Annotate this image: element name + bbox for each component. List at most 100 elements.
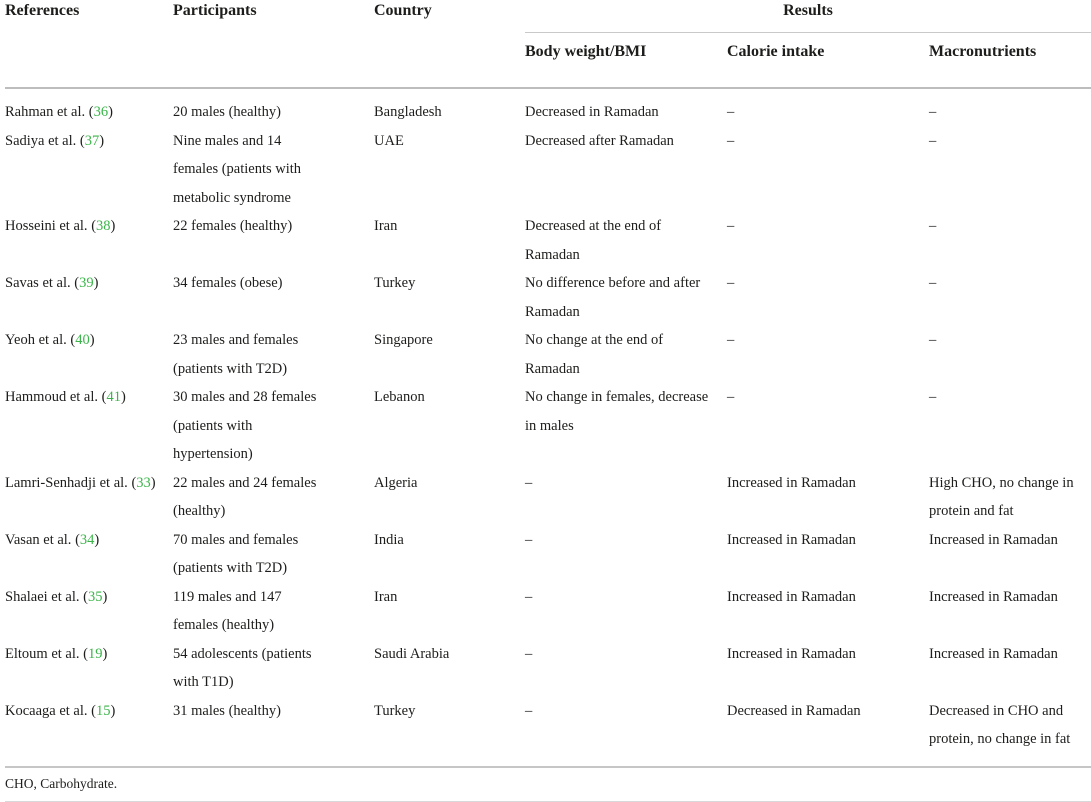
cell-calorie-intake: – [727,218,735,234]
cell-body-weight-bmi: Decreased in Ramadan [525,104,659,120]
citation-link[interactable]: 34 [79,531,95,548]
cell-macronutrients: Increased in Ramadan [929,588,1058,605]
cell-calorie-intake: – [727,389,735,405]
citation: (36) [88,104,113,120]
cell-country: Singapore [374,332,433,348]
citation-link[interactable]: 41 [106,389,122,405]
citation-link[interactable]: 38 [96,218,111,234]
cell-body-weight-bmi: No change at the end of Ramadan [525,332,664,377]
cell-calorie-intake: – [727,332,735,348]
table-row: Hosseini et al. (38) 22 females (healthy… [5,212,1091,269]
column-header-calorie-intake: Calorie intake [727,32,929,89]
cell-country: Iran [374,588,398,605]
citation-link[interactable]: 33 [136,474,151,491]
table-footnote: CHO, Carbohydrate. [5,768,1091,802]
cell-macronutrients: – [929,389,937,405]
cell-participants: Nine males and 14 females (patients with… [173,132,302,206]
cell-country: Iran [374,218,398,234]
cell-body-weight-bmi: No change in females, decrease in males [525,389,709,434]
cell-participants: 54 adolescents (patients with T1D) [173,645,312,691]
cell-macronutrients: – [929,218,937,234]
cell-country: Algeria [374,474,418,491]
reference-authors: Vasan et al. [5,531,72,548]
cell-participants: 20 males (healthy) [173,104,281,120]
cell-country: UAE [374,132,404,149]
cell-reference: Eltoum et al. (19) [5,640,173,697]
cell-body-weight-bmi: – [525,588,533,605]
cell-country: Bangladesh [374,104,442,120]
reference-authors: Rahman et al. [5,104,86,120]
reference-authors: Hammoud et al. [5,389,99,405]
citation: (41) [101,389,126,405]
table-header: References Participants Country Results … [5,0,1091,89]
table-row: Yeoh et al. (40) 23 males and females (p… [5,326,1091,383]
cell-body-weight-bmi: Decreased after Ramadan [525,132,674,149]
cell-body-weight-bmi: – [525,474,533,491]
reference-authors: Sadiya et al. [5,132,77,149]
cell-participants: 119 males and 147 females (healthy) [173,588,282,634]
citation-link[interactable]: 40 [75,332,90,348]
cell-calorie-intake: – [727,132,735,149]
cell-country: Lebanon [374,389,425,405]
citation-link[interactable]: 37 [84,132,100,149]
citation-link[interactable]: 39 [79,275,94,291]
cell-reference: Hammoud et al. (41) [5,383,173,469]
header-group-row: References Participants Country Results [5,0,1091,89]
cell-calorie-intake: – [727,275,735,291]
column-header-macronutrients: Macronutrients [929,32,1091,89]
paper-table-page: References Participants Country Results … [5,0,1091,802]
cell-reference: Sadiya et al. (37) [5,127,173,213]
cell-macronutrients: Increased in Ramadan [929,645,1058,662]
reference-authors: Hosseini et al. [5,218,88,234]
table-footnote-block: CHO, Carbohydrate. [5,768,1091,802]
cell-country: Turkey [374,275,416,291]
cell-macronutrients: – [929,132,937,149]
cell-calorie-intake: Increased in Ramadan [727,645,856,662]
citation: (39) [74,275,99,291]
citation-link[interactable]: 36 [93,104,109,120]
reference-authors: Eltoum et al. [5,645,80,662]
cell-calorie-intake: Increased in Ramadan [727,588,856,605]
cell-calorie-intake: Increased in Ramadan [727,531,856,548]
ramadan-studies-table: References Participants Country Results … [5,0,1091,768]
cell-macronutrients: High CHO, no change in protein and fat [929,474,1074,520]
citation-link[interactable]: 35 [87,588,103,605]
column-header-country: Country [374,0,525,89]
cell-participants: 31 males (healthy) [173,702,281,719]
citation: (38) [91,218,116,234]
citation: (15) [91,702,116,719]
cell-country: India [374,531,404,548]
reference-authors: Kocaaga et al. [5,702,88,719]
table-body: Rahman et al. (36) 20 males (healthy) Ba… [5,88,1091,767]
cell-calorie-intake: – [727,104,735,120]
column-group-results: Results [525,0,1091,33]
table-row: Savas et al. (39) 34 females (obese) Tur… [5,269,1091,326]
cell-body-weight-bmi: – [525,702,533,719]
cell-macronutrients: Decreased in CHO and protein, no change … [929,702,1071,748]
cell-reference: Yeoh et al. (40) [5,326,173,383]
citation: (33) [131,474,156,491]
citation: (37) [79,132,105,149]
cell-body-weight-bmi: No difference before and after Ramadan [525,275,701,320]
citation: (34) [75,531,100,548]
cell-reference: Rahman et al. (36) [5,88,173,127]
cell-reference: Shalaei et al. (35) [5,583,173,640]
cell-participants: 34 females (obese) [173,275,283,291]
table-row: Rahman et al. (36) 20 males (healthy) Ba… [5,88,1091,127]
cell-reference: Lamri-Senhadji et al. (33) [5,469,173,526]
table-row: Kocaaga et al. (15) 31 males (healthy) T… [5,697,1091,767]
citation-link[interactable]: 15 [96,702,111,719]
citation: (35) [83,588,108,605]
cell-macronutrients: Increased in Ramadan [929,531,1058,548]
citation: (19) [83,645,108,662]
cell-body-weight-bmi: – [525,531,533,548]
cell-country: Turkey [374,702,416,719]
citation: (40) [70,332,95,348]
citation-link[interactable]: 19 [87,645,103,662]
cell-participants: 30 males and 28 females (patients with h… [173,389,317,462]
table-row: Eltoum et al. (19) 54 adolescents (patie… [5,640,1091,697]
cell-participants: 23 males and females (patients with T2D) [173,332,299,377]
reference-authors: Shalaei et al. [5,588,80,605]
reference-authors: Savas et al. [5,275,71,291]
cell-reference: Hosseini et al. (38) [5,212,173,269]
